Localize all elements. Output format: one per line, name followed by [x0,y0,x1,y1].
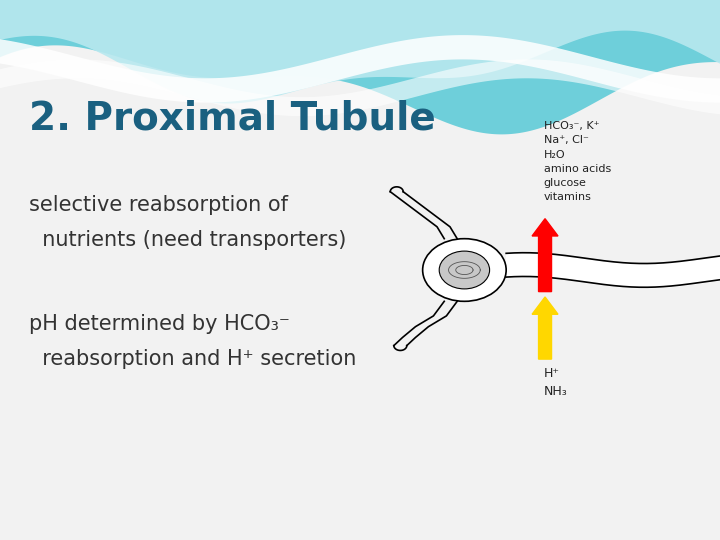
Text: pH determined by HCO₃⁻: pH determined by HCO₃⁻ [29,314,289,334]
FancyArrow shape [532,297,558,359]
Circle shape [439,251,490,289]
Text: selective reabsorption of: selective reabsorption of [29,195,288,215]
Text: reabsorption and H⁺ secretion: reabsorption and H⁺ secretion [29,349,356,369]
Text: H⁺
NH₃: H⁺ NH₃ [544,367,567,398]
Text: HCO₃⁻, K⁺
Na⁺, Cl⁻
H₂O
amino acids
glucose
vitamins: HCO₃⁻, K⁺ Na⁺, Cl⁻ H₂O amino acids gluco… [544,122,611,201]
Text: 2. Proximal Tubule: 2. Proximal Tubule [29,100,436,138]
Text: nutrients (need transporters): nutrients (need transporters) [29,230,346,251]
Circle shape [423,239,506,301]
Polygon shape [0,59,720,116]
Polygon shape [0,0,720,104]
Polygon shape [0,35,720,103]
Polygon shape [0,0,720,134]
FancyArrow shape [532,219,558,292]
